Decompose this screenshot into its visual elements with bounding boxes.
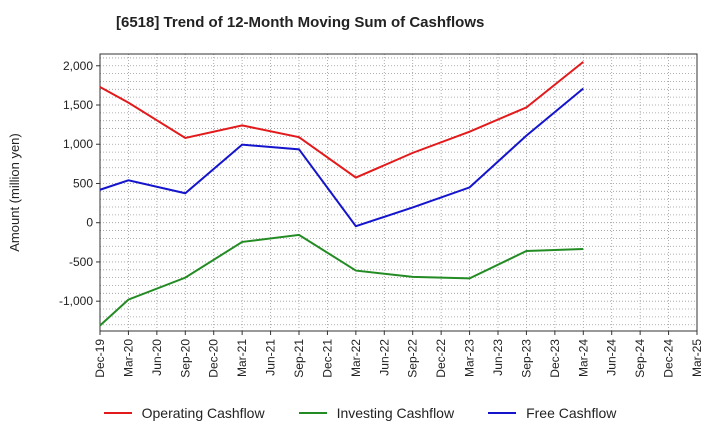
legend-swatch: [103, 412, 132, 414]
x-tick-label: Mar-23: [463, 339, 477, 377]
x-tick-label: Jun-23: [491, 339, 505, 376]
x-tick-label: Sep-23: [519, 339, 533, 378]
legend-label: Free Cashflow: [526, 405, 617, 421]
x-tick-label: Sep-24: [633, 339, 647, 378]
x-tick-label: Dec-23: [548, 339, 562, 378]
y-tick-label: -1,000: [59, 294, 93, 308]
series-line-operating-cashflow: [99, 61, 584, 179]
y-axis-label: Amount (million yen): [7, 133, 22, 252]
x-tick-label: Mar-21: [235, 339, 249, 377]
x-tick-label: Jun-22: [377, 339, 391, 376]
x-tick-label: Jun-21: [264, 339, 278, 376]
x-tick-label: Jun-24: [605, 339, 619, 376]
legend-label: Operating Cashflow: [141, 405, 265, 421]
x-tick-label: Jun-20: [150, 339, 164, 376]
legend-item: Investing Cashflow: [298, 405, 455, 421]
legend-item: Free Cashflow: [488, 405, 616, 421]
x-tick-label: Dec-24: [662, 339, 676, 378]
x-tick-label: Dec-20: [207, 339, 221, 378]
legend-swatch: [488, 412, 517, 414]
x-tick-label: Sep-20: [178, 339, 192, 378]
x-tick-label: Sep-21: [292, 339, 306, 378]
x-tick-label: Dec-19: [93, 339, 107, 378]
x-tick-label: Mar-20: [121, 339, 135, 377]
y-tick-label: 0: [86, 216, 93, 230]
x-tick-label: Sep-22: [406, 339, 420, 378]
series-line-free-cashflow: [99, 87, 584, 228]
y-tick-label: 1,000: [63, 137, 93, 151]
x-tick-label: Mar-25: [690, 339, 704, 377]
x-tick-label: Mar-24: [576, 339, 590, 377]
y-tick-label: -500: [69, 255, 93, 269]
x-tick-label: Dec-22: [434, 339, 448, 378]
legend-label: Investing Cashflow: [336, 405, 455, 421]
chart-title: [6518] Trend of 12-Month Moving Sum of C…: [116, 14, 485, 31]
plot-border: [99, 53, 698, 332]
y-tick-label: 500: [73, 176, 93, 190]
series-line-investing-cashflow: [99, 233, 584, 327]
y-tick-label: 2,000: [63, 59, 93, 73]
x-tick-label: Mar-22: [349, 339, 363, 377]
x-tick-label: Dec-21: [320, 339, 334, 378]
legend-item: Operating Cashflow: [103, 405, 265, 421]
legend: Operating Cashflow Investing Cashflow Free…: [0, 405, 720, 421]
legend-swatch: [298, 412, 327, 414]
y-tick-label: 1,500: [63, 98, 93, 112]
